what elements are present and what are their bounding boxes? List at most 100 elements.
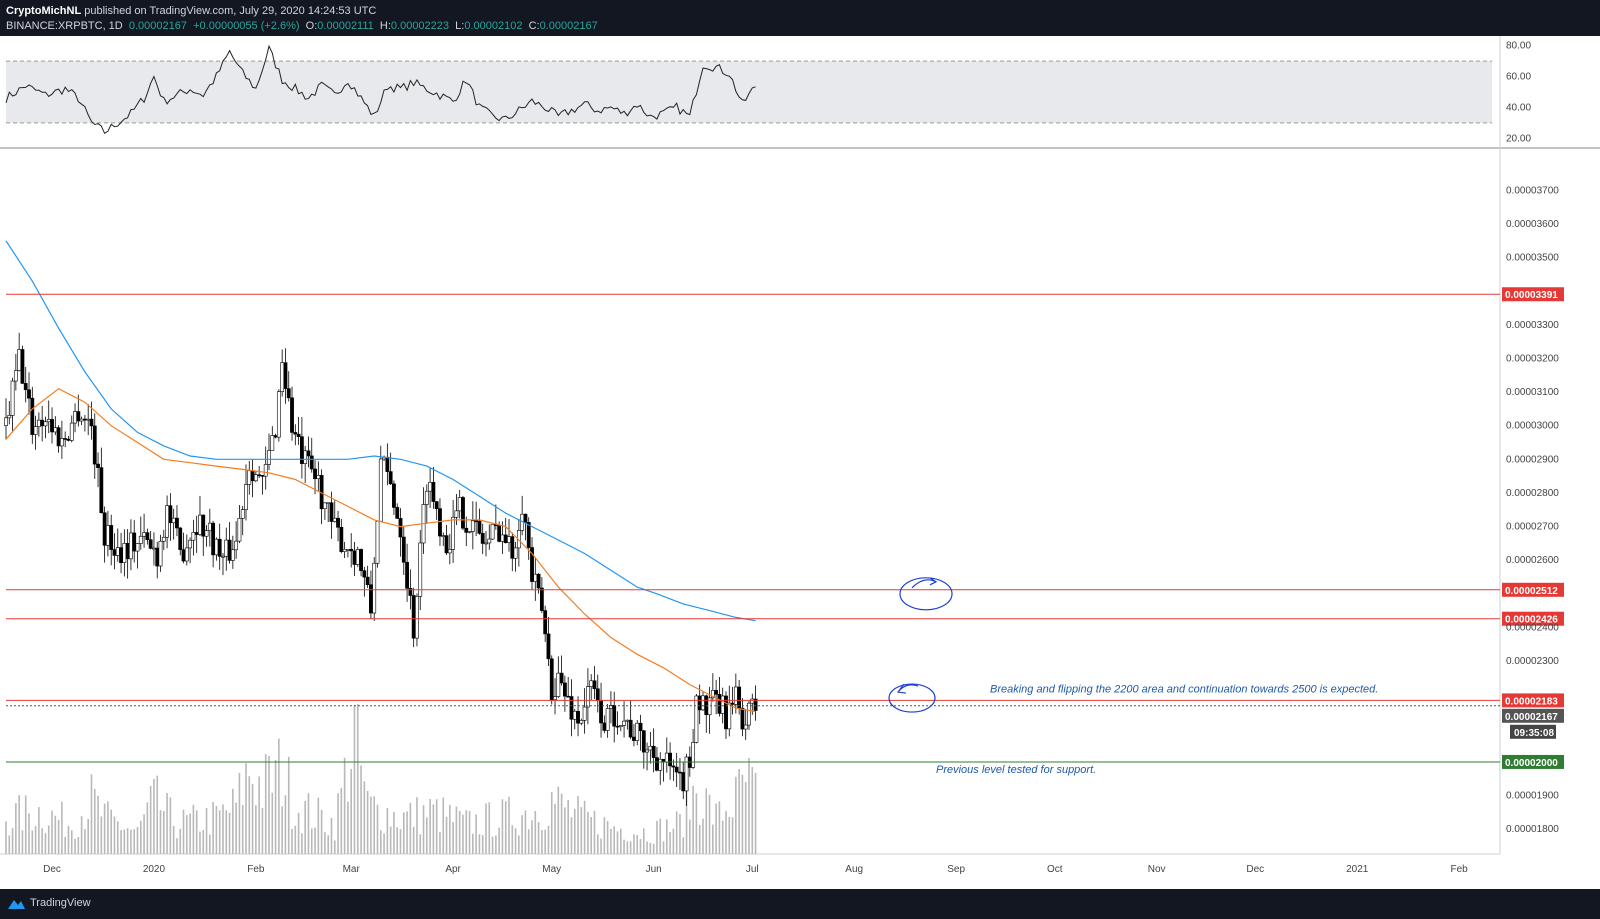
candle-body xyxy=(188,539,193,549)
candle-body xyxy=(96,463,100,468)
volume-bar xyxy=(692,785,694,854)
volume-bar xyxy=(403,812,405,854)
candle-body xyxy=(612,705,617,727)
candle-body xyxy=(753,698,758,711)
volume-bar xyxy=(564,807,566,854)
volume-bar xyxy=(314,827,316,854)
volume-bar xyxy=(629,841,632,854)
candle-body xyxy=(628,719,633,738)
rsi-line xyxy=(5,44,756,135)
candle-body xyxy=(332,517,337,522)
high-label: H: xyxy=(379,20,391,32)
candle-body xyxy=(290,397,294,433)
volume-bar xyxy=(209,834,211,854)
candle-body xyxy=(579,720,584,724)
author-name[interactable]: CryptoMichNL xyxy=(6,5,82,17)
horizontal-levels[interactable]: 0.00003391 0.00002512 0.00002426 0.00002183… xyxy=(6,287,1564,769)
candle-body xyxy=(467,531,472,533)
volume-bar xyxy=(744,782,747,854)
candle-body xyxy=(365,576,370,585)
time-tick-label: Dec xyxy=(43,864,61,875)
volume-bar xyxy=(702,818,704,854)
candle-body xyxy=(171,517,176,524)
volume-bar xyxy=(11,828,14,854)
volume-bar xyxy=(31,830,34,854)
price-axis[interactable]: 0.00003700 0.00003600 0.00003500 0.00003300… xyxy=(1506,185,1559,835)
volume-bar xyxy=(623,839,625,854)
volume-bar xyxy=(248,776,251,854)
candle-body xyxy=(536,573,541,589)
volume-bar xyxy=(159,810,162,854)
candle-body xyxy=(234,540,239,551)
price-tick-label: 0.00002400 xyxy=(1506,622,1559,633)
volume-bar xyxy=(255,805,257,854)
candle-body xyxy=(306,450,311,457)
candle-body xyxy=(286,388,291,399)
volume-bar xyxy=(215,805,218,854)
candle-body xyxy=(582,706,587,721)
volume-bar xyxy=(120,830,122,854)
candle-body xyxy=(569,696,574,720)
candle-body xyxy=(362,570,367,578)
candle-body xyxy=(293,432,298,435)
symbol-label[interactable]: BINANCE:XRPBTC, 1D xyxy=(6,20,123,32)
time-tick-label: Feb xyxy=(1451,864,1469,875)
rsi-tick-label: 40.00 xyxy=(1506,102,1531,113)
time-tick-label: Mar xyxy=(343,864,361,875)
volume-bar xyxy=(284,795,287,854)
candle-body xyxy=(30,397,35,435)
volume-bar xyxy=(449,804,451,854)
volume-bar xyxy=(662,841,665,854)
volume-bar xyxy=(596,834,599,854)
volume-bar xyxy=(518,835,520,854)
candle-body xyxy=(184,547,189,562)
candle-body xyxy=(438,508,442,537)
candle-body xyxy=(244,484,248,510)
candle-body xyxy=(257,474,262,477)
volume-bar xyxy=(337,793,339,854)
volume-bar xyxy=(356,704,359,854)
volume-bar xyxy=(192,804,195,854)
volume-bar xyxy=(728,816,731,854)
chart-area[interactable]: 80.00 60.00 40.00 20.00 0.00003391 0.0000251… xyxy=(0,36,1600,889)
volume-bar xyxy=(396,827,399,854)
volume-bar xyxy=(5,821,7,854)
candle-body xyxy=(457,497,462,512)
price-tick-label: 0.00003300 xyxy=(1506,320,1559,331)
candle-body xyxy=(270,435,275,451)
volume-bar xyxy=(130,829,132,854)
candle-body xyxy=(484,542,488,545)
volume-bar xyxy=(47,825,50,854)
volume-bar xyxy=(705,788,708,854)
candle-body xyxy=(125,542,130,560)
candle-body xyxy=(434,501,439,509)
countdown-bg xyxy=(1510,724,1556,739)
volume-bar xyxy=(679,813,681,854)
time-axis[interactable]: Dec 2020 Feb Mar Apr May Jun Jul Aug Sep Oct Nov Dec… xyxy=(43,864,1468,875)
candle-body xyxy=(73,411,77,424)
volume-bar xyxy=(452,822,454,854)
volume-bar xyxy=(412,826,415,854)
volume-bar xyxy=(567,800,569,854)
candle-body xyxy=(655,757,659,771)
candle-body xyxy=(316,475,321,480)
volume-bar xyxy=(245,763,247,854)
candle-body xyxy=(747,702,751,726)
volume-bar xyxy=(97,795,99,854)
volume-bar xyxy=(495,835,497,854)
candle-body xyxy=(385,456,390,472)
volume-bar xyxy=(610,828,612,854)
candle-body xyxy=(369,584,373,614)
arrow-breakout-drawing xyxy=(896,683,919,694)
candle-body xyxy=(13,370,18,382)
candle-body xyxy=(392,483,396,508)
volume-bar xyxy=(271,792,274,854)
volume-bar xyxy=(57,819,60,854)
volume-bar xyxy=(163,810,165,854)
candle-body xyxy=(89,418,94,427)
candle-body xyxy=(214,538,219,556)
rsi-pane: 80.00 60.00 40.00 20.00 xyxy=(5,41,1531,144)
candle-body xyxy=(424,490,429,505)
candle-body xyxy=(342,549,347,552)
footer-bar: TradingView xyxy=(0,889,1600,919)
